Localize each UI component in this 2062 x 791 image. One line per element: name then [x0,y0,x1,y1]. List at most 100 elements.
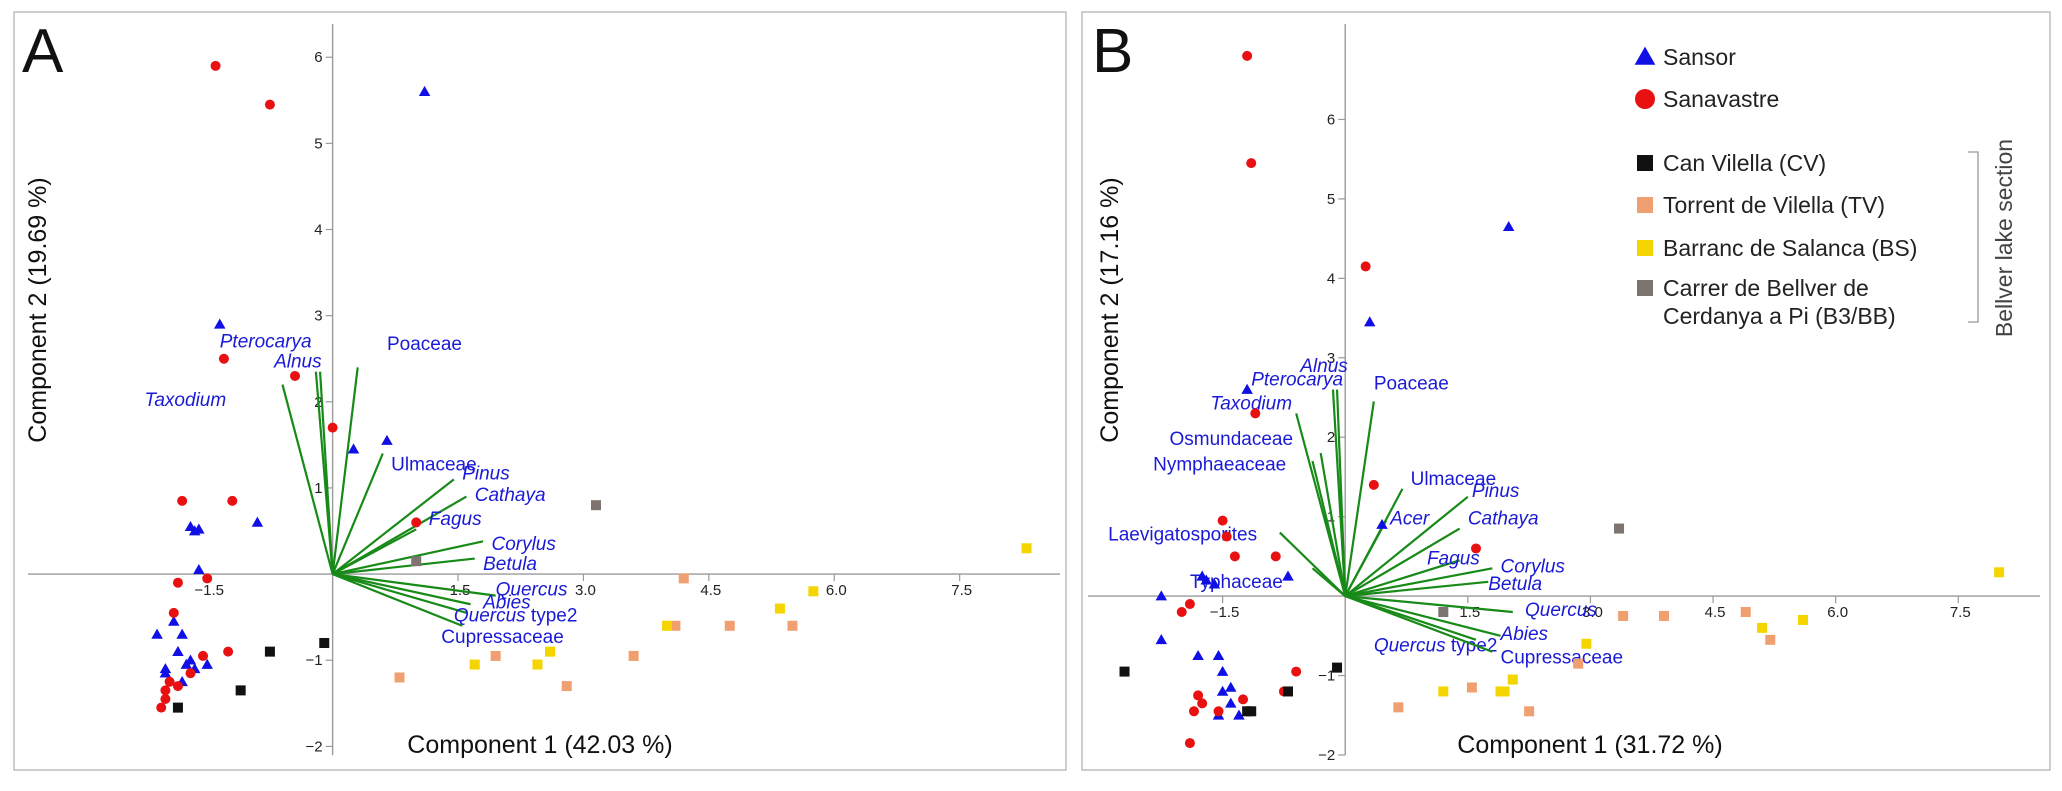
data-point-tv [1740,607,1751,617]
data-point-sansor [1155,634,1168,645]
data-point-cv [1283,686,1293,697]
data-point-sanavastre [168,607,179,618]
data-point-sansor [151,628,163,639]
data-point-sansor [180,658,193,669]
data-point-bs [1994,567,2005,578]
x-tick-label: 4.5 [700,582,721,599]
data-point-sansor [418,85,431,96]
data-point-sanavastre [1197,698,1208,709]
data-point-bs [774,603,785,614]
legend-label: Sansor [1663,44,1736,70]
y-tick-label: 1 [314,480,322,497]
data-point-sansor [1192,649,1204,661]
taxon-label: Betula [1488,574,1542,595]
data-point-bs [1507,674,1518,685]
data-point-b3 [411,556,422,567]
y-tick-label: 4 [1327,270,1335,287]
data-point-cv [1119,666,1130,677]
panel-a-frame [13,11,1067,771]
data-point-sanavastre [290,370,300,381]
data-point-sanavastre [1242,50,1253,61]
loading-vector [331,367,359,575]
legend-label: Torrent de Vilella (TV) [1663,192,1885,218]
loading-vector [1335,389,1347,597]
legend-marker-tv [1637,197,1653,213]
x-tick-label: −1.5 [194,582,224,599]
taxon-label: Nymphaeaceae [1153,455,1286,476]
data-point-sansor [1241,383,1253,394]
taxon-label: Quercus type2 [454,605,578,626]
loading-vector [332,573,467,614]
data-point-sanavastre [1184,738,1195,749]
data-point-bs [1797,614,1808,625]
data-point-sanavastre [1221,531,1232,542]
data-point-sansor [176,628,188,639]
y-tick-label: 6 [314,49,322,66]
x-axis-title: Component 1 (31.72 %) [1457,731,1722,759]
legend-bracket [1968,151,1979,323]
loading-vector [318,371,334,575]
loading-vector [1345,567,1493,598]
y-tick-label: 3 [1327,350,1335,367]
taxon-label: Betula [483,554,537,575]
loading-vector [1345,595,1513,614]
data-point-tv [1659,610,1669,621]
loading-vector [332,573,463,627]
taxon-label: Abies [482,593,531,614]
legend-group-label: Bellver lake section [1991,139,2017,337]
data-point-sanavastre [1238,694,1249,705]
data-point-bs [1021,543,1032,554]
data-point-bs [1495,686,1506,697]
y-tick-label: −2 [1318,747,1335,764]
taxon-label: Poaceae [387,334,462,355]
x-tick-label: 3.0 [575,582,596,599]
loading-vector [331,453,384,575]
legend-marker-cv [1637,155,1653,171]
taxon-label: Fagus [1427,548,1480,569]
taxon-label: Pinus [1472,481,1520,502]
x-tick-label: 3.0 [1582,604,1603,621]
data-point-sansor [1225,681,1237,692]
data-point-sansor [201,658,213,669]
data-point-bs [532,659,543,670]
y-tick-label: 4 [314,222,322,239]
legend-label: Sanavastre [1663,86,1779,112]
x-tick-label: 6.0 [1827,604,1848,621]
taxon-label: Osmundaceae [1169,429,1293,450]
data-point-sansor [1233,709,1245,720]
taxon-label: Quercus type2 [1374,636,1498,657]
data-point-sanavastre [160,694,171,705]
y-tick-label: 5 [1327,191,1335,208]
data-point-sanavastre [1213,706,1224,717]
data-point-sansor [347,443,360,454]
data-point-sansor [251,516,264,527]
taxon-label: Corylus [491,534,556,555]
data-point-tv [787,620,798,631]
taxon-label: Alnus [273,351,322,372]
data-point-sansor [168,615,180,626]
data-point-tv [1618,610,1629,621]
data-point-sanavastre [172,681,183,692]
data-point-cv [235,685,246,696]
taxon-label: Laevigatosporites [1108,525,1257,546]
x-axis-title: Component 1 (42.03 %) [407,731,672,759]
taxon-label: Pterocarya [1251,370,1343,391]
data-point-sanavastre [1193,690,1204,701]
y-tick-label: 2 [1327,429,1335,446]
data-point-bs [469,659,480,670]
data-point-tv [1466,682,1477,693]
y-tick-label: 5 [314,135,322,152]
data-point-sansor [193,523,205,534]
y-axis-title: Component 2 (17.16 %) [1096,177,1124,442]
data-point-sanavastre [1217,515,1228,526]
loading-vector [1345,580,1489,598]
loading-vector [1319,452,1347,597]
data-point-sansor [159,663,172,674]
taxon-label: Cathaya [475,485,546,506]
data-point-sanavastre [198,650,209,661]
legend-label: Can Vilella (CV) [1663,150,1826,176]
data-point-sanavastre [1250,408,1261,419]
taxon-label: Fagus [429,509,482,530]
data-point-sanavastre [210,60,221,71]
